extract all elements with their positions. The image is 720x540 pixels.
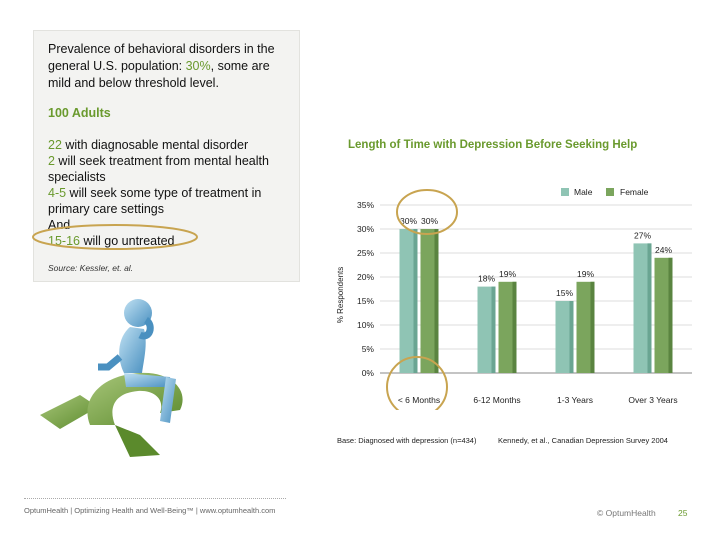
y-tick-label: 5%: [362, 344, 375, 354]
y-axis-label: % Respondents: [336, 267, 345, 323]
citation-note: Kennedy, et al., Canadian Depression Sur…: [498, 436, 668, 445]
y-tick-label: 10%: [357, 320, 374, 330]
figure-arm-lower: [98, 354, 123, 371]
legend-swatch-male: [561, 188, 569, 196]
bar-male: [633, 243, 652, 373]
legend: Male Female: [561, 187, 649, 197]
footer-copyright: © OptumHealth: [597, 508, 656, 518]
x-category-label: Over 3 Years: [628, 395, 677, 405]
bar-side: [413, 229, 418, 373]
bar-side: [569, 301, 574, 373]
x-category-label: < 6 Months: [398, 395, 440, 405]
source-note: Source: Kessler, et. al.: [48, 263, 134, 273]
data-label: 15%: [556, 288, 573, 298]
bar-male: [399, 229, 418, 373]
stat-panel: Prevalence of behavioral disorders in th…: [33, 30, 300, 282]
footer-rule: [24, 498, 286, 499]
data-label: 24%: [655, 245, 672, 255]
bar-female: [420, 229, 439, 373]
y-tick-label: 25%: [357, 248, 374, 258]
fact-item: 22 with diagnosable mental disorder: [48, 138, 249, 152]
y-tick-label: 20%: [357, 272, 374, 282]
data-label: 30%: [421, 216, 438, 226]
y-tick-label: 0%: [362, 368, 375, 378]
figure-head: [124, 299, 152, 327]
bar-male: [477, 286, 496, 373]
question-mark-stem: [115, 425, 160, 457]
bar-side: [668, 257, 673, 373]
legend-label-male: Male: [574, 187, 593, 197]
figure-thigh: [124, 373, 172, 387]
fact-item: 4-5 will seek some type of treatment in …: [48, 186, 262, 216]
highlight-circle-top: [396, 189, 458, 235]
bar-side: [647, 243, 652, 373]
base-note: Base: Diagnosed with depression (n=434): [337, 436, 477, 445]
fact-list: 22 with diagnosable mental disorder 2 wi…: [48, 137, 298, 249]
question-mark-dot: [40, 395, 98, 429]
bar-side: [590, 281, 595, 373]
y-tick-label: 30%: [357, 224, 374, 234]
page-number: 25: [678, 508, 688, 518]
bar-male: [555, 301, 574, 373]
bar-side: [512, 281, 517, 373]
legend-label-female: Female: [620, 187, 649, 197]
prevalence-highlight: 30%: [185, 59, 211, 73]
fact-item: 15-16 will go untreated: [48, 234, 175, 248]
thinking-figure-illustration: [40, 299, 183, 457]
bar-side: [434, 229, 439, 373]
data-label: 19%: [577, 269, 594, 279]
adults-heading: 100 Adults: [48, 106, 111, 120]
x-category-label: 1-3 Years: [557, 395, 593, 405]
data-label: 30%: [400, 216, 417, 226]
bar-female: [654, 257, 673, 373]
footer-brand: OptumHealth | Optimizing Health and Well…: [24, 506, 276, 515]
figure-torso: [119, 327, 146, 373]
chart-labels: 0% 5% 10% 15% 20% 25% 30% 35% 30% 30% < 6 Months 18…: [357, 200, 678, 405]
chart-title: Length of Time with Depression Before Se…: [348, 139, 638, 151]
highlight-circle-axis: [386, 356, 448, 410]
prevalence-text: Prevalence of behavioral disorders in th…: [48, 42, 275, 90]
figure-arm: [138, 317, 154, 340]
bar-female: [498, 281, 517, 373]
fact-item: 2 will seek treatment from mental health…: [48, 154, 269, 184]
x-category-label: 6-12 Months: [473, 395, 520, 405]
chart-bars: [399, 229, 673, 373]
data-label: 18%: [478, 274, 495, 284]
figure-leg: [160, 377, 176, 423]
bar-chart: 0% 5% 10% 15% 20% 25% 30% 35% 30% 30% < 6 Months 18…: [336, 187, 692, 410]
y-tick-label: 15%: [357, 296, 374, 306]
bar-female: [576, 281, 595, 373]
data-label: 27%: [634, 230, 651, 240]
legend-swatch-female: [606, 188, 614, 196]
bar-side: [491, 286, 496, 373]
data-label: 19%: [499, 269, 516, 279]
y-tick-label: 35%: [357, 200, 374, 210]
untreated-highlight-circle: [32, 224, 198, 250]
